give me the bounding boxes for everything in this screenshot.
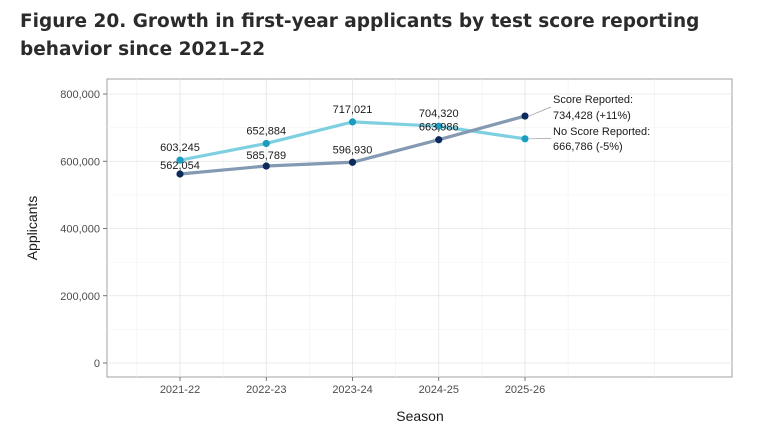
y-tick-label: 400,000 [60,224,100,236]
x-axis: 2021-22 2022-23 2023-24 2024-25 2025-26 [160,377,545,396]
data-point [521,135,529,143]
x-tick-label: 2021-22 [160,384,200,396]
data-label-layer: 603,245 652,884 717,021 704,320 562,054 585,7… [160,94,650,172]
data-point [176,156,184,164]
no-score-end-label-series: No Score Reported: [553,126,650,138]
data-point [262,162,270,170]
data-label: 562,054 [160,160,200,172]
data-label: 652,884 [246,125,286,137]
data-label: 585,789 [246,150,286,162]
data-label: 704,320 [419,108,459,120]
x-axis-title: Season [396,408,443,424]
y-axis-title: Applicants [24,196,40,261]
data-point [348,158,357,166]
score-end-label-series: Score Reported: [553,94,633,106]
plot-panel [106,78,733,378]
data-point [435,136,443,144]
leader-line [528,106,552,117]
x-tick-label: 2025-26 [505,384,545,396]
x-tick-label: 2024-25 [419,384,459,396]
data-label: 717,021 [333,104,373,116]
y-tick-label: 600,000 [60,156,100,168]
major-gridlines [107,79,732,377]
no-score-end-label-value: 666,786 (-5%) [553,141,623,153]
y-tick-label: 800,000 [60,89,100,101]
score-end-label-value: 734,428 (+11%) [553,110,631,122]
data-point [262,139,270,148]
minor-gridlines [107,79,732,377]
series-layer [176,112,529,178]
data-point [348,118,357,126]
y-tick-label: 200,000 [60,291,100,303]
figure-title: Figure 20. Growth in first-year applican… [20,11,700,60]
x-tick-label: 2022-23 [246,384,286,396]
data-label: 663,986 [419,122,459,134]
data-label: 603,245 [160,142,200,154]
data-point [435,122,443,130]
y-axis: 0 200,000 400,000 600,000 800,000 [60,89,107,370]
data-point [176,170,184,178]
x-tick-label: 2023-24 [332,384,372,396]
y-tick-label: 0 [94,358,100,370]
data-point [521,112,529,120]
data-label: 596,930 [333,144,373,156]
